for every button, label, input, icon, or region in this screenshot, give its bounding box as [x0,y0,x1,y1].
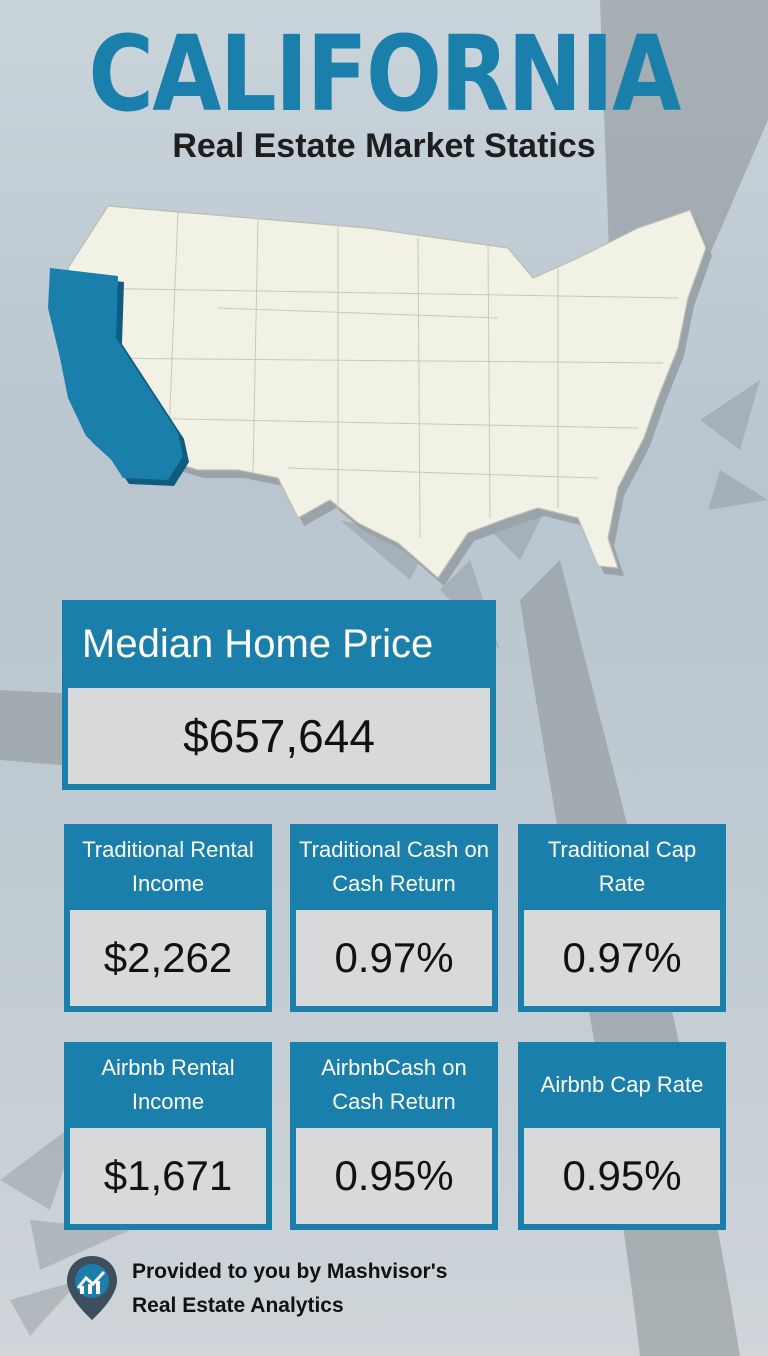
median-home-price-label: Median Home Price [62,600,496,688]
stat-value: 0.95% [296,1128,492,1224]
footer-line-1: Provided to you by Mashvisor's [132,1260,448,1283]
airbnb-cap-rate-card: Airbnb Cap Rate 0.95% [518,1042,726,1230]
stat-label: Airbnb Cap Rate [518,1042,726,1128]
footer-line-2: Real Estate Analytics [132,1294,344,1317]
page-title: CALIFORNIA [88,13,681,135]
traditional-cash-on-cash-card: Traditional Cash on Cash Return 0.97% [290,824,498,1012]
stat-value: 0.97% [524,910,720,1006]
stat-value: $1,671 [70,1128,266,1224]
us-map-icon [48,205,712,586]
median-home-price-value: $657,644 [68,688,490,784]
median-home-price-card: Median Home Price $657,644 [62,600,496,790]
stat-value: $2,262 [70,910,266,1006]
stat-value: 0.95% [524,1128,720,1224]
california-state-shape [48,268,183,480]
stat-value: 0.97% [296,910,492,1006]
footer: Provided to you by Mashvisor's Real Esta… [64,1254,447,1324]
stat-label: Traditional Rental Income [64,824,272,910]
traditional-rental-income-card: Traditional Rental Income $2,262 [64,824,272,1012]
page-subtitle: Real Estate Market Statics [172,127,596,165]
stat-label: AirbnbCash on Cash Return [290,1042,498,1128]
airbnb-cash-on-cash-card: AirbnbCash on Cash Return 0.95% [290,1042,498,1230]
airbnb-rental-income-card: Airbnb Rental Income $1,671 [64,1042,272,1230]
stat-label: Traditional Cash on Cash Return [290,824,498,910]
stat-label: Traditional Cap Rate [518,824,726,910]
mashvisor-pin-icon [67,1256,117,1320]
traditional-cap-rate-card: Traditional Cap Rate 0.97% [518,824,726,1012]
stat-label: Airbnb Rental Income [64,1042,272,1128]
